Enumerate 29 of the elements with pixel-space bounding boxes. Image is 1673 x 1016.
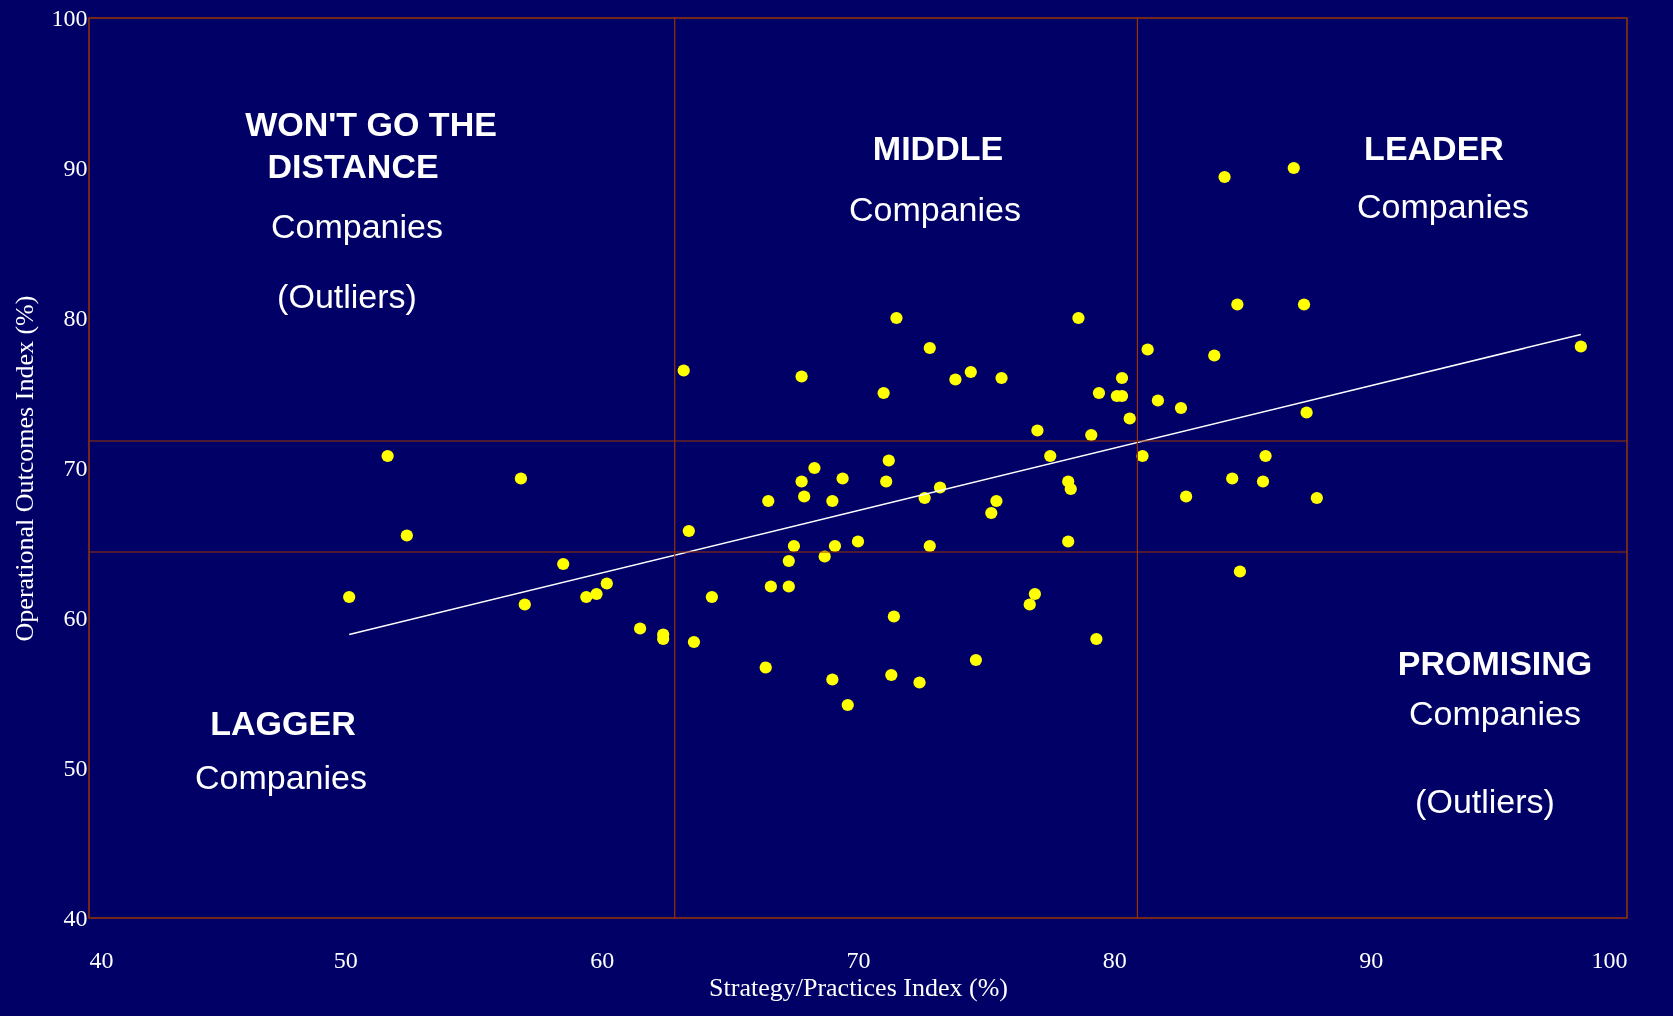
annotation: PROMISING [1397, 644, 1593, 682]
x-tick-label: 60 [590, 946, 615, 973]
y-tick-label: 100 [51, 4, 88, 31]
x-tick-label: 100 [1591, 946, 1628, 973]
x-tick-label: 80 [1102, 946, 1127, 973]
x-tick-label: 90 [1359, 946, 1384, 973]
annotation: LEADER [1364, 129, 1504, 167]
annotation: WON'T GO THE [245, 105, 497, 143]
annotation: (Outliers) [277, 277, 417, 315]
annotation: Companies [271, 207, 443, 245]
annotation: MIDDLE [872, 129, 1004, 167]
x-axis-title: Strategy/Practices Index (%) [709, 972, 1008, 1002]
y-tick-label: 40 [63, 904, 88, 931]
y-axis-title: Operational Outcomes Index (%) [9, 295, 39, 642]
annotation: Companies [1357, 187, 1529, 225]
y-tick-label: 90 [63, 154, 88, 181]
x-tick-label: 40 [89, 946, 114, 973]
x-tick-label: 50 [333, 946, 358, 973]
annotation: Companies [849, 190, 1021, 228]
x-tick-label: 70 [846, 946, 871, 973]
y-tick-label: 50 [63, 754, 88, 781]
annotation: Companies [1409, 694, 1581, 732]
annotation: (Outliers) [1415, 782, 1555, 820]
y-tick-label: 60 [63, 604, 88, 631]
y-tick-label: 70 [63, 454, 88, 481]
annotation: LAGGER [210, 704, 356, 742]
annotation: DISTANCE [267, 147, 439, 185]
y-tick-label: 80 [63, 304, 88, 331]
annotation: Companies [195, 758, 367, 796]
